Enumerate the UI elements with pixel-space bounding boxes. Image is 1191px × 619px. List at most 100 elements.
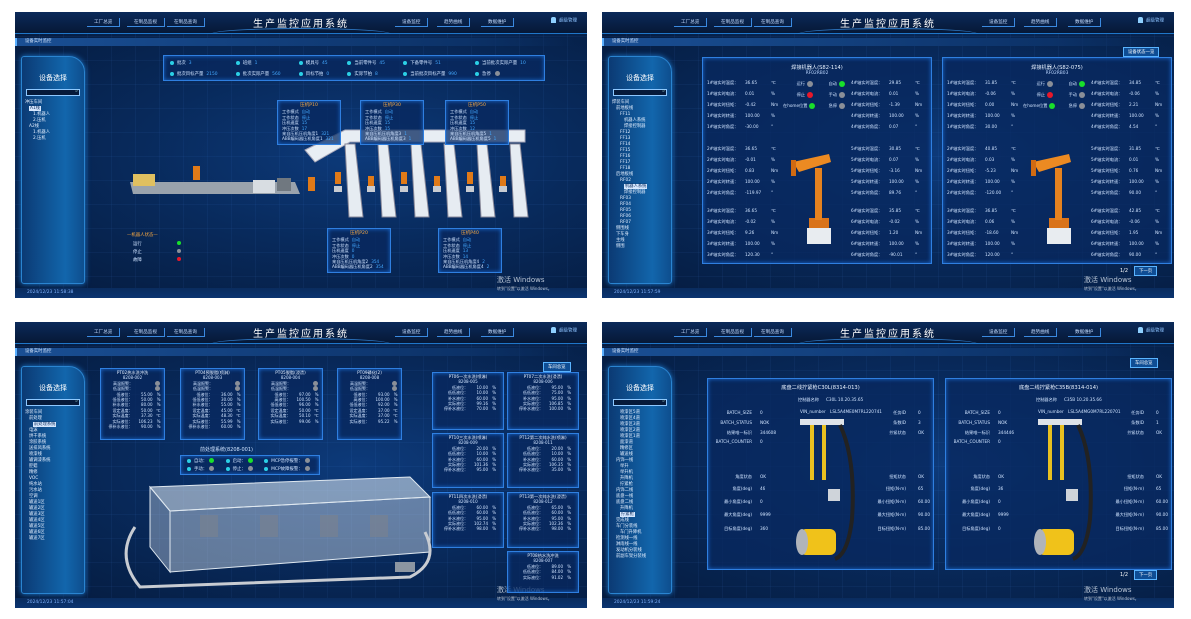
tree-item[interactable]: 送排风系统 (25, 446, 84, 452)
tree-item[interactable]: 1.机器人 (25, 130, 84, 136)
tree-item[interactable]: 焊接控制器 (612, 190, 671, 196)
nav-wip-monitor[interactable]: 在制品监视 (127, 18, 165, 27)
tree-item[interactable]: VOC (25, 476, 84, 482)
tree-item[interactable]: FF12 (612, 130, 671, 136)
tree-item[interactable]: 侧围线 (612, 226, 671, 232)
tree-item[interactable]: 举升 (612, 464, 671, 470)
nav-device-monitor[interactable]: 设备监控 (982, 18, 1016, 27)
tree-item[interactable]: A2线 (25, 124, 84, 130)
tree-item[interactable]: 喷漆区1道 (612, 434, 671, 440)
tree-item[interactable]: RF03 (612, 196, 671, 202)
tree-item[interactable]: 2.压机 (25, 118, 84, 124)
nav-data-maintenance[interactable]: 数据维护 (481, 18, 515, 27)
tree-item[interactable]: 腔蜡 (25, 464, 84, 470)
tree-item[interactable]: 纯水站 (25, 482, 84, 488)
tree-item[interactable]: 前处理系统 (25, 422, 84, 428)
tree-item[interactable]: 机器人系统 (612, 184, 671, 190)
tree-item[interactable]: A1线 (25, 106, 84, 112)
nav-wip-query[interactable]: 在制品查询 (167, 18, 205, 27)
tree-item[interactable]: FF11 (612, 112, 671, 118)
nav-wip-query[interactable]: 在制品查询 (754, 18, 792, 27)
tree-item[interactable]: 拧紧枪 (612, 482, 671, 488)
tree-item[interactable]: 前副车架分装线 (612, 554, 671, 560)
device-search-input[interactable] (613, 398, 667, 406)
tree-item[interactable]: 烘干系统 (25, 434, 84, 440)
tree-item[interactable]: 底盘二线 (612, 500, 671, 506)
tree-item[interactable]: 喷漆区4道 (612, 416, 671, 422)
nav-data-maintenance[interactable]: 数据维护 (1068, 18, 1102, 27)
tree-item[interactable]: 涂装车间 (25, 410, 84, 416)
nav-wip-query[interactable]: 在制品查询 (167, 328, 205, 337)
tree-item[interactable]: 焊装车间 (612, 100, 671, 106)
tree-item[interactable]: 后地板线 (612, 172, 671, 178)
nav-device-monitor[interactable]: 设备监控 (395, 328, 429, 337)
tree-item[interactable]: 空调 (25, 494, 84, 500)
tree-item[interactable]: 输送1区 (25, 500, 84, 506)
nav-trend-curve[interactable]: 趋势曲线 (437, 18, 471, 27)
tree-item[interactable]: 底盘一线 (612, 494, 671, 500)
tree-item[interactable]: 车门升降机 (612, 530, 671, 536)
tree-item[interactable]: FF13 (612, 136, 671, 142)
tree-item[interactable]: RF06 (612, 214, 671, 220)
user-menu[interactable]: 超级管理 (1138, 327, 1164, 334)
tree-item[interactable]: 下车身 (612, 232, 671, 238)
tree-item[interactable]: 发动机分装线 (612, 548, 671, 554)
tree-item[interactable]: 精修 (25, 470, 84, 476)
tree-item[interactable]: 升降机 (612, 476, 671, 482)
tree-item[interactable]: 输送2区 (25, 506, 84, 512)
tree-item[interactable]: 升降机 (612, 506, 671, 512)
nav-wip-monitor[interactable]: 在制品监视 (127, 328, 165, 337)
tree-item[interactable]: 侧围 (612, 244, 671, 250)
next-page-button[interactable]: 下一页 (1134, 266, 1158, 276)
tree-item[interactable]: 输调漆系统 (25, 458, 84, 464)
tree-item[interactable]: 焊接控制器 (612, 124, 671, 130)
nav-factory-overview[interactable]: 工厂总览 (674, 328, 708, 337)
user-menu[interactable]: 超级管理 (1138, 17, 1164, 24)
nav-wip-monitor[interactable]: 在制品监视 (714, 18, 752, 27)
tree-item[interactable]: RF02 (612, 178, 671, 184)
tree-item[interactable]: 污水站 (25, 488, 84, 494)
nav-factory-overview[interactable]: 工厂总览 (87, 18, 121, 27)
tree-item[interactable]: 主线 (612, 238, 671, 244)
nav-wip-query[interactable]: 在制品查询 (754, 328, 792, 337)
tree-item[interactable]: 喷漆区2道 (612, 428, 671, 434)
tree-item[interactable]: 前处理 (25, 416, 84, 422)
workshop-overview-button[interactable]: 车间总览 (543, 362, 571, 372)
tree-item[interactable]: FF14 (612, 142, 671, 148)
tree-item[interactable]: 车门分装线 (612, 524, 671, 530)
tree-item[interactable]: 喷漆区3道 (612, 422, 671, 428)
device-search-input[interactable] (613, 88, 667, 96)
nav-data-maintenance[interactable]: 数据维护 (1068, 328, 1102, 337)
tree-item[interactable]: 机器人系统 (612, 118, 671, 124)
nav-trend-curve[interactable]: 趋势曲线 (1024, 18, 1058, 27)
tree-item[interactable]: 冲压车间 (25, 100, 84, 106)
tree-item[interactable]: FF18 (612, 166, 671, 172)
tree-item[interactable]: 输送3区 (25, 512, 84, 518)
nav-device-monitor[interactable]: 设备监控 (982, 328, 1016, 337)
workshop-overview-button[interactable]: 车间总览 (1130, 358, 1158, 368)
tree-item[interactable]: 输送4区 (25, 518, 84, 524)
tree-item[interactable]: 精修区 (612, 446, 671, 452)
tree-item[interactable]: 内饰一线 (612, 458, 671, 464)
user-menu[interactable]: 超级管理 (551, 17, 577, 24)
tree-item[interactable]: 拧紧枪 (612, 512, 671, 518)
tree-item[interactable]: 面漆道 (612, 440, 671, 446)
next-page-button[interactable]: 下一页 (1134, 570, 1158, 580)
nav-device-monitor[interactable]: 设备监控 (395, 18, 429, 27)
tree-item[interactable]: 检测线一线 (612, 536, 671, 542)
tree-item[interactable]: 完成线 (612, 518, 671, 524)
user-menu[interactable]: 超级管理 (551, 327, 577, 334)
tree-item[interactable]: 1.机器人 (25, 112, 84, 118)
tree-item[interactable]: 喷漆区5道 (612, 410, 671, 416)
tree-item[interactable]: RF05 (612, 208, 671, 214)
tree-item[interactable]: 前地板线 (612, 106, 671, 112)
tree-item[interactable]: 涂胶系统 (25, 440, 84, 446)
device-status-overview-button[interactable]: 设备状态一览 (1123, 47, 1160, 57)
tree-item[interactable]: 输送线 (612, 452, 671, 458)
nav-factory-overview[interactable]: 工厂总览 (674, 18, 708, 27)
device-search-input[interactable] (26, 88, 80, 96)
tree-item[interactable]: 内饰二线 (612, 488, 671, 494)
tree-item[interactable]: RF04 (612, 202, 671, 208)
tree-item[interactable]: FF16 (612, 154, 671, 160)
nav-data-maintenance[interactable]: 数据维护 (481, 328, 515, 337)
